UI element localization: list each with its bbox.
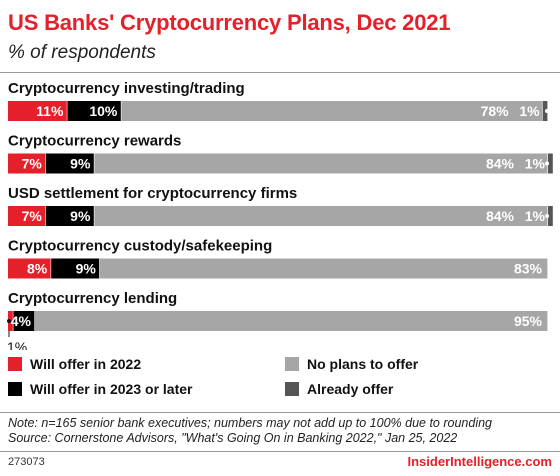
data-label: 1% — [519, 103, 540, 119]
data-label: 9% — [76, 261, 97, 277]
marker-dot — [545, 161, 549, 166]
legend-swatch — [285, 382, 299, 396]
bar-segment — [8, 153, 46, 174]
bar-segment — [13, 311, 35, 331]
bar-segment — [35, 311, 548, 331]
source-text: Source: Cornerstone Advisors, "What's Go… — [8, 431, 458, 445]
data-label: 1% — [7, 339, 27, 350]
legend-item-no-plans: No plans to offer — [285, 356, 418, 372]
data-label: 84% — [486, 156, 515, 172]
bar-segment — [94, 153, 548, 174]
bar-segment — [45, 206, 94, 226]
marker-dot — [7, 319, 11, 323]
chart-id: 273073 — [8, 456, 45, 468]
title-divider — [0, 72, 560, 73]
footnote: Note: n=165 senior bank executives; numb… — [8, 416, 492, 446]
stacked-bar-chart: Cryptocurrency investing/trading 11% 10% 78… — [7, 80, 553, 350]
data-label: 95% — [514, 313, 543, 329]
marker-dot — [545, 109, 549, 113]
bar-segment — [8, 258, 51, 279]
data-label: 1% — [525, 156, 546, 172]
legend-label: Will offer in 2023 or later — [30, 381, 193, 397]
category-label: Cryptocurrency lending — [8, 290, 177, 307]
category-label: Cryptocurrency investing/trading — [8, 80, 245, 97]
bar-segment — [121, 101, 543, 121]
bar-segment — [51, 258, 100, 279]
data-label: 7% — [22, 156, 43, 172]
bar-segment — [8, 206, 46, 226]
marker-dot — [545, 214, 549, 218]
legend-label: Already offer — [307, 381, 394, 397]
note-text: Note: n=165 senior bank executives; numb… — [8, 416, 492, 430]
data-label: 1% — [525, 208, 546, 224]
data-label: 7% — [22, 208, 43, 224]
legend-swatch — [8, 382, 22, 396]
data-label: 8% — [27, 261, 48, 277]
bar-segment — [548, 206, 553, 226]
legend-item-will-offer-2022: Will offer in 2022 — [8, 356, 141, 372]
brand-logo-text: InsiderIntelligence.com — [407, 454, 553, 469]
data-label: 83% — [514, 261, 543, 277]
category-label: Cryptocurrency rewards — [8, 133, 181, 150]
data-label: 9% — [70, 156, 91, 172]
chart-title: US Banks' Cryptocurrency Plans, Dec 2021 — [8, 10, 451, 35]
note-divider — [0, 412, 560, 413]
data-label: 4% — [11, 313, 32, 329]
legend: Will offer in 2022 No plans to offer Wil… — [0, 352, 560, 408]
data-label: 9% — [70, 208, 91, 224]
legend-swatch — [8, 357, 22, 371]
category-label: Cryptocurrency custody/safekeeping — [8, 238, 272, 255]
legend-label: No plans to offer — [307, 356, 419, 372]
data-label: 84% — [486, 208, 515, 224]
data-label: 78% — [481, 103, 510, 119]
bar-segment — [99, 258, 548, 279]
footer-divider — [0, 451, 560, 452]
bar-segment — [8, 101, 67, 121]
bar-segment — [94, 206, 548, 226]
legend-item-will-offer-2023-later: Will offer in 2023 or later — [8, 381, 192, 397]
bar-segment — [548, 153, 553, 174]
chart-subtitle: % of respondents — [8, 42, 156, 63]
data-label: 10% — [89, 103, 118, 119]
category-label: USD settlement for cryptocurrency firms — [8, 185, 297, 202]
legend-label: Will offer in 2022 — [30, 356, 142, 372]
legend-item-already-offer: Already offer — [285, 381, 393, 397]
bar-segment — [45, 153, 94, 174]
data-label: 11% — [36, 103, 64, 119]
legend-swatch — [285, 357, 299, 371]
bar-segment — [67, 101, 121, 121]
